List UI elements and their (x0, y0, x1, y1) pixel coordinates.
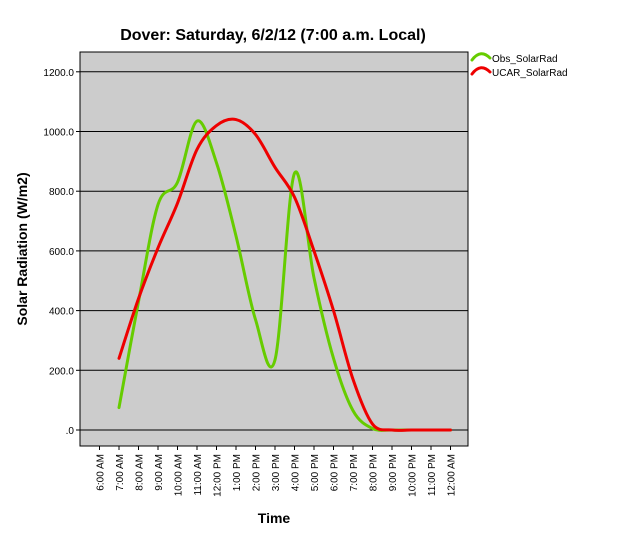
x-tick-label: 11:00 AM (193, 454, 204, 496)
x-tick-label: 4:00 PM (291, 454, 302, 491)
x-tick-label: 2:00 PM (252, 454, 263, 491)
series-lines (117, 117, 452, 432)
x-tick-label: 7:00 AM (115, 454, 126, 491)
legend-label-ucar-solarrad: UCAR_SolarRad (492, 68, 568, 79)
x-tick-label: 7:00 PM (349, 454, 360, 491)
y-tick-label: 1200.0 (43, 68, 74, 79)
grid-lines (80, 71, 468, 431)
x-axis-label: Time (258, 510, 291, 526)
x-tick-label: 3:00 PM (271, 454, 282, 491)
y-tick-label: 600.0 (49, 247, 74, 258)
y-tick-label: 200.0 (49, 366, 74, 377)
y-axis-ticks: .0 200.0 400.0 600.0 800.0 1000.0 1200.0 (43, 68, 80, 437)
y-tick-label: .0 (66, 426, 75, 437)
x-tick-label: 5:00 PM (310, 454, 321, 491)
legend: Obs_SolarRad UCAR_SolarRad (470, 52, 568, 79)
y-axis-label: Solar Radiation (W/m2) (14, 172, 30, 325)
y-tick-label: 1000.0 (43, 128, 74, 139)
chart-title: Dover: Saturday, 6/2/12 (7:00 a.m. Local… (120, 27, 426, 44)
x-tick-label: 9:00 PM (388, 454, 399, 491)
x-tick-label: 12:00 PM (213, 454, 224, 497)
x-tick-label: 8:00 AM (135, 454, 146, 491)
x-tick-label: 11:00 PM (427, 454, 438, 496)
x-tick-label: 10:00 PM (408, 454, 419, 497)
series-line-ucar-solarrad (117, 117, 452, 432)
y-tick-label: 400.0 (49, 307, 74, 318)
legend-swatch-obs-solarrad (470, 52, 492, 62)
x-tick-label: 8:00 PM (369, 454, 380, 491)
legend-label-obs-solarrad: Obs_SolarRad (492, 54, 558, 65)
y-tick-label: 800.0 (49, 187, 74, 198)
x-tick-label: 10:00 AM (174, 454, 185, 496)
x-tick-label: 12:00 AM (447, 454, 458, 496)
x-tick-label: 6:00 PM (330, 454, 341, 491)
x-axis-ticks: 6:00 AM 7:00 AM 8:00 AM 9:00 AM 10:00 AM 11:0… (96, 446, 458, 497)
x-tick-label: 6:00 AM (96, 454, 107, 491)
x-tick-label: 9:00 AM (154, 454, 165, 491)
x-tick-label: 1:00 PM (232, 454, 243, 491)
legend-swatch-ucar-solarrad (470, 66, 492, 76)
plot-area (79, 51, 469, 447)
